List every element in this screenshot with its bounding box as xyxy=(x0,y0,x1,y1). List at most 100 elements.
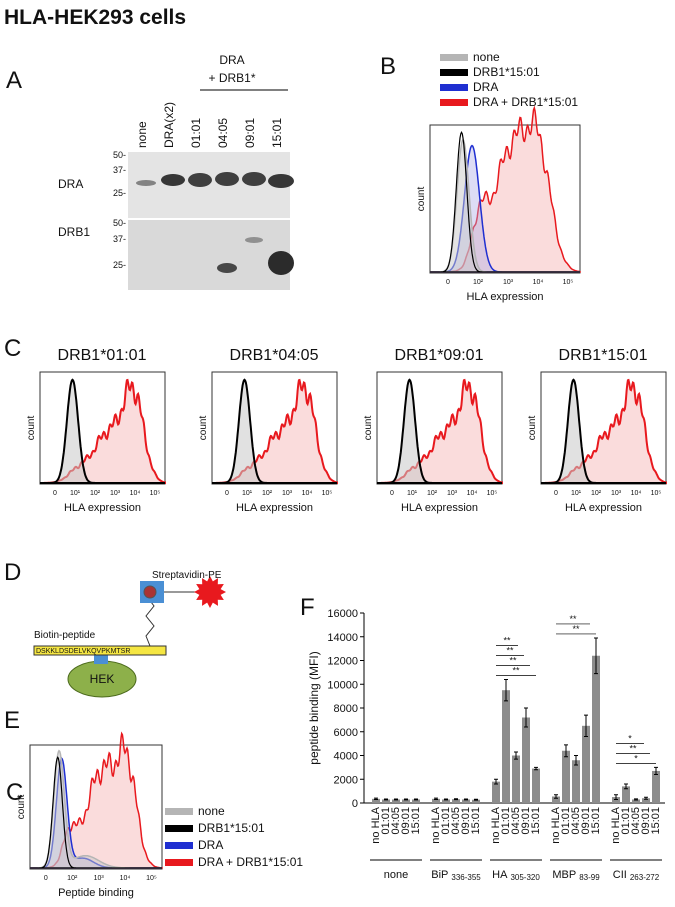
error-bar xyxy=(524,707,528,728)
x-tick-label: 10⁴ xyxy=(467,490,478,497)
x-tick-label: 04:05 xyxy=(570,807,582,835)
significance-label: ** xyxy=(509,656,517,666)
error-bar xyxy=(504,679,508,702)
blot xyxy=(128,152,290,218)
x-tick-label: 01:01 xyxy=(440,807,452,835)
x-tick-label: 0 xyxy=(390,490,394,497)
legend-label: none xyxy=(473,50,500,64)
bar xyxy=(452,799,460,803)
x-tick-label: 01:01 xyxy=(620,807,632,835)
legend-label: DRA + DRB1*15:01 xyxy=(198,855,303,869)
x-tick-label: 10² xyxy=(591,490,602,497)
y-tick-label: 4000 xyxy=(334,751,358,763)
lane-label: none xyxy=(135,121,149,148)
bar xyxy=(462,799,470,803)
x-tick-label: 01:01 xyxy=(500,807,512,835)
x-tick-label: 15:01 xyxy=(650,807,662,835)
error-bar xyxy=(464,798,468,801)
x-tick-label: 10⁴ xyxy=(631,490,642,497)
marker-label: 25- xyxy=(113,188,126,198)
histogram-curve xyxy=(541,378,666,484)
bar xyxy=(382,799,390,803)
lane-label: 04:05 xyxy=(216,118,230,148)
error-bar xyxy=(624,783,628,790)
y-tick-label: 16000 xyxy=(327,608,358,620)
linker xyxy=(145,595,159,647)
error-bar xyxy=(574,755,578,766)
lane-label: 15:01 xyxy=(270,118,284,148)
legend-swatch xyxy=(440,84,468,91)
group-label: MBP 83-99 xyxy=(552,869,600,882)
x-tick-label: 10³ xyxy=(110,490,121,497)
legend-swatch xyxy=(440,99,468,106)
x-tick-label: 10⁵ xyxy=(651,490,662,497)
legend-swatch xyxy=(165,842,193,849)
x-tick-label: 0 xyxy=(53,490,57,497)
bar xyxy=(572,760,580,803)
error-bar xyxy=(414,798,418,801)
biotin xyxy=(143,585,157,599)
x-tick-label: 01:01 xyxy=(560,807,572,835)
x-tick-label: 10² xyxy=(427,490,438,497)
error-bar xyxy=(374,797,378,801)
y-tick-label: 2000 xyxy=(334,774,358,786)
y-tick-label: 14000 xyxy=(327,632,358,644)
x-tick-label: no HLA xyxy=(370,806,382,843)
x-tick-label: 10⁵ xyxy=(150,490,161,497)
y-axis-label: peptide binding (MFI) xyxy=(307,651,321,764)
histogram-curve xyxy=(377,378,503,484)
lane-label: DRA(x2) xyxy=(162,102,176,148)
error-bar xyxy=(394,798,398,801)
panel-letter: D xyxy=(4,559,21,586)
bar xyxy=(612,797,620,803)
y-axis-label: count xyxy=(527,416,538,441)
histogram-curve xyxy=(541,378,667,484)
error-bar xyxy=(654,766,658,775)
x-tick-label: 10⁴ xyxy=(130,490,141,497)
biotin-label: Biotin-peptide xyxy=(34,630,96,641)
legend-label: DRA xyxy=(473,80,498,94)
y-tick-label: 6000 xyxy=(334,727,358,739)
error-bar xyxy=(584,714,588,737)
x-tick-label: 10² xyxy=(67,875,78,882)
x-tick-label: 10⁵ xyxy=(487,490,498,497)
lane-header: + DRB1* xyxy=(208,71,255,85)
x-tick-label: 10⁵ xyxy=(322,490,333,497)
x-tick-label: 10³ xyxy=(282,490,293,497)
panel-letter: C xyxy=(4,335,21,362)
error-bar xyxy=(534,766,538,771)
bar xyxy=(552,796,560,803)
pe xyxy=(194,576,226,608)
band xyxy=(161,174,185,186)
error-bar xyxy=(454,798,458,801)
x-tick-label: no HLA xyxy=(430,806,442,843)
x-tick-label: 04:05 xyxy=(390,807,402,835)
bar xyxy=(442,799,450,803)
x-tick-label: 10³ xyxy=(503,279,514,286)
panel-letter: C xyxy=(6,779,23,806)
x-tick-label: no HLA xyxy=(550,806,562,843)
marker-label: 50- xyxy=(113,218,126,228)
y-axis-label: count xyxy=(416,187,427,212)
x-tick-label: 0 xyxy=(44,875,48,882)
x-tick-label: 10⁴ xyxy=(533,279,544,286)
group-label: BiP 336-355 xyxy=(431,869,481,882)
error-bar xyxy=(444,798,448,801)
error-bar xyxy=(634,798,638,801)
x-tick-label: 10⁵ xyxy=(563,279,574,286)
band xyxy=(136,180,156,186)
bar xyxy=(502,690,510,803)
group-name: none xyxy=(384,869,408,881)
x-tick-label: 10⁴ xyxy=(302,490,313,497)
significance-label: ** xyxy=(512,666,520,676)
x-tick-label: 10² xyxy=(473,279,484,286)
x-tick-label: 10⁵ xyxy=(146,875,157,882)
significance-label: ** xyxy=(572,624,580,634)
y-tick-label: 8000 xyxy=(334,703,358,715)
histogram-curve xyxy=(212,378,338,484)
band xyxy=(245,237,263,243)
blot-label: DRB1 xyxy=(58,225,90,239)
group-name: BiP xyxy=(431,869,448,881)
x-tick-label: 09:01 xyxy=(580,807,592,835)
